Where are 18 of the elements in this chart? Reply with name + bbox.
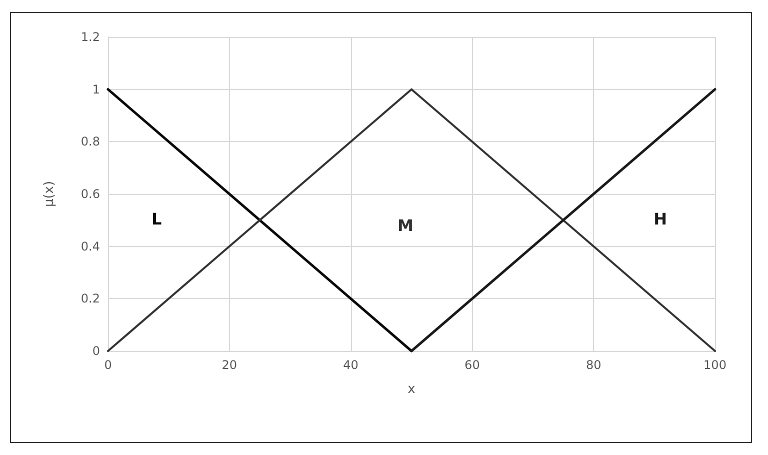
- text: H: [654, 210, 668, 229]
- x-tick-label: 100: [704, 358, 726, 372]
- y-axis-title: μ(x): [42, 180, 57, 208]
- y-tick-label: 0.8: [80, 134, 100, 149]
- y-tick-label: 1.2: [80, 30, 100, 44]
- x-tick-label: 0: [104, 358, 112, 372]
- y-tick-label: 0: [92, 344, 100, 358]
- x-tick-label: 40: [343, 358, 358, 372]
- y-tick-label: 0.4: [80, 239, 100, 254]
- text: L: [151, 210, 162, 229]
- y-tick-label: 1: [92, 82, 100, 96]
- text: M: [397, 216, 414, 235]
- x-tick-label: 80: [586, 358, 602, 372]
- x-tick-label: 60: [464, 358, 480, 372]
- y-tick-label: 0.6: [80, 187, 100, 201]
- x-tick-label: 20: [222, 358, 238, 372]
- x-axis-title: x: [408, 382, 416, 397]
- y-tick-label: 0.2: [80, 292, 100, 306]
